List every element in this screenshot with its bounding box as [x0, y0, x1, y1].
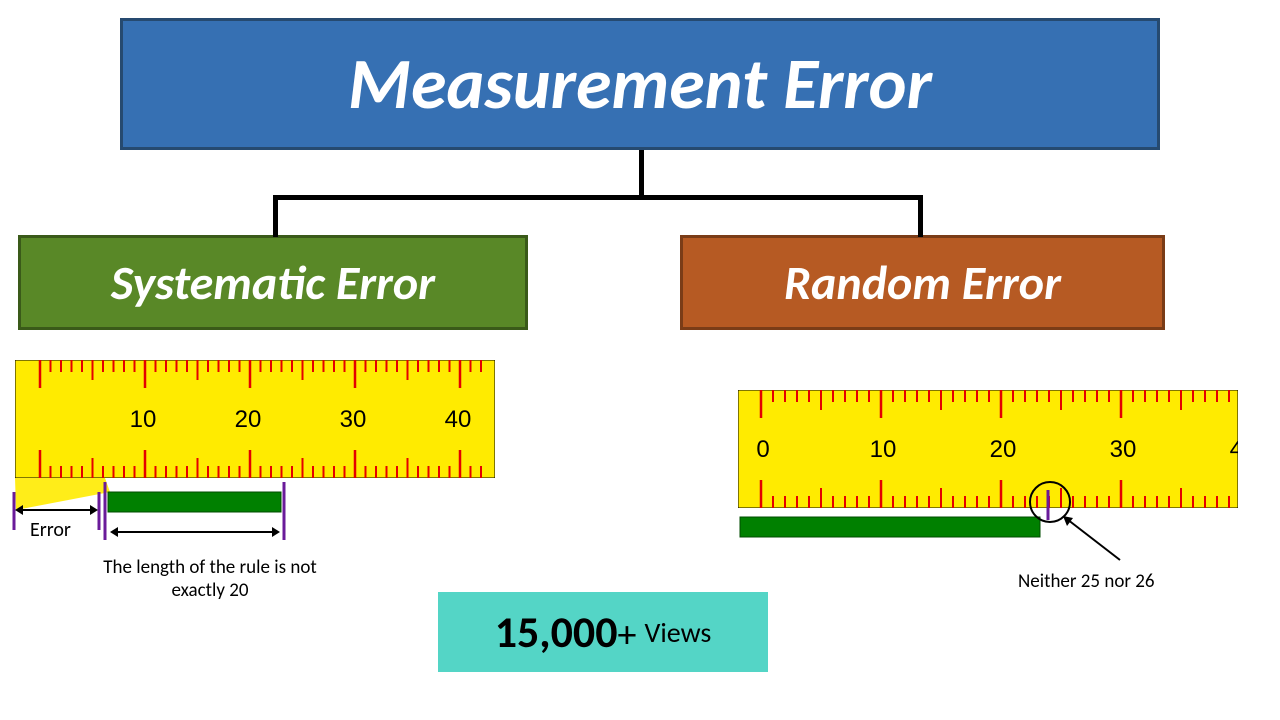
error-label: Error: [30, 518, 71, 542]
systematic-error-text: Systematic Error: [111, 253, 435, 312]
views-number: 15,000+: [495, 605, 637, 659]
svg-text:10: 10: [870, 436, 897, 463]
systematic-caption: The length of the rule is notexactly 20: [80, 556, 340, 602]
random-caption: Neither 25 nor 26: [1018, 570, 1155, 593]
svg-text:40: 40: [1230, 436, 1238, 463]
svg-text:20: 20: [235, 406, 262, 433]
connector-right-drop: [918, 195, 923, 237]
svg-text:30: 30: [340, 406, 367, 433]
random-error-text: Random Error: [784, 253, 1061, 312]
views-suffix: Views: [644, 615, 711, 650]
connector-main-stem: [639, 150, 644, 198]
ruler-random: 0 10 20 30 40: [738, 390, 1238, 508]
views-badge: 15,000+ Views: [438, 592, 768, 672]
svg-text:20: 20: [990, 436, 1017, 463]
svg-text:10: 10: [130, 406, 157, 433]
main-title-text: Measurement Error: [348, 40, 932, 128]
random-error-box: Random Error: [680, 235, 1165, 330]
svg-text:30: 30: [1110, 436, 1137, 463]
ruler-systematic: 10 20 30 40: [15, 360, 495, 478]
svg-text:0: 0: [756, 436, 769, 463]
connector-h-bar: [273, 195, 922, 200]
systematic-error-box: Systematic Error: [18, 235, 528, 330]
main-title-box: Measurement Error: [120, 18, 1160, 150]
connector-left-drop: [273, 195, 278, 237]
svg-text:40: 40: [445, 406, 472, 433]
